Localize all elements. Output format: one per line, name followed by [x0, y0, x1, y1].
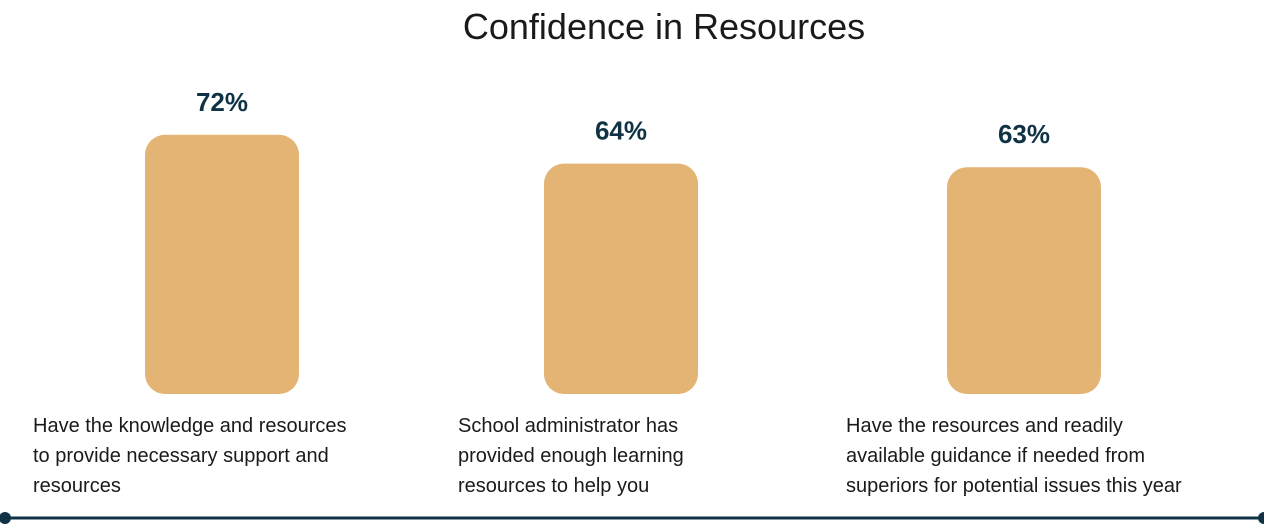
bar-3	[947, 167, 1101, 394]
category-label-1-line-2: to provide necessary support and	[33, 445, 329, 467]
category-label-3-line-1: Have the resources and readily	[846, 415, 1123, 437]
baseline-axis	[0, 512, 1264, 524]
category-label-1-line-1: Have the knowledge and resources	[33, 415, 347, 437]
chart-title: Confidence in Resources	[462, 6, 866, 47]
category-label-3: Have the resources and readily available …	[846, 411, 1182, 501]
baseline-left-marker	[0, 512, 11, 524]
category-label-2-line-3: resources to help you	[458, 475, 650, 497]
category-label-2: School administrator has provided enough …	[458, 411, 684, 501]
bar-2	[544, 163, 698, 394]
value-label-2: 64%	[595, 116, 647, 146]
bar-1	[145, 134, 299, 395]
value-label-1: 72%	[196, 87, 248, 117]
category-label-2-line-2: provided enough learning	[458, 445, 684, 467]
value-labels-layer: 72% 64% 63%	[196, 87, 1050, 149]
baseline-right-marker	[1258, 512, 1264, 524]
value-label-3: 63%	[998, 119, 1050, 149]
category-label-3-line-2: available guidance if needed from	[846, 445, 1146, 467]
category-label-2-line-1: School administrator has	[458, 415, 679, 437]
category-label-1-line-3: resources	[33, 475, 121, 497]
category-label-1: Have the knowledge and resources to provi…	[33, 411, 347, 501]
category-label-3-line-3: superiors for potential issues this year	[846, 475, 1182, 497]
bars-layer	[145, 134, 1101, 395]
